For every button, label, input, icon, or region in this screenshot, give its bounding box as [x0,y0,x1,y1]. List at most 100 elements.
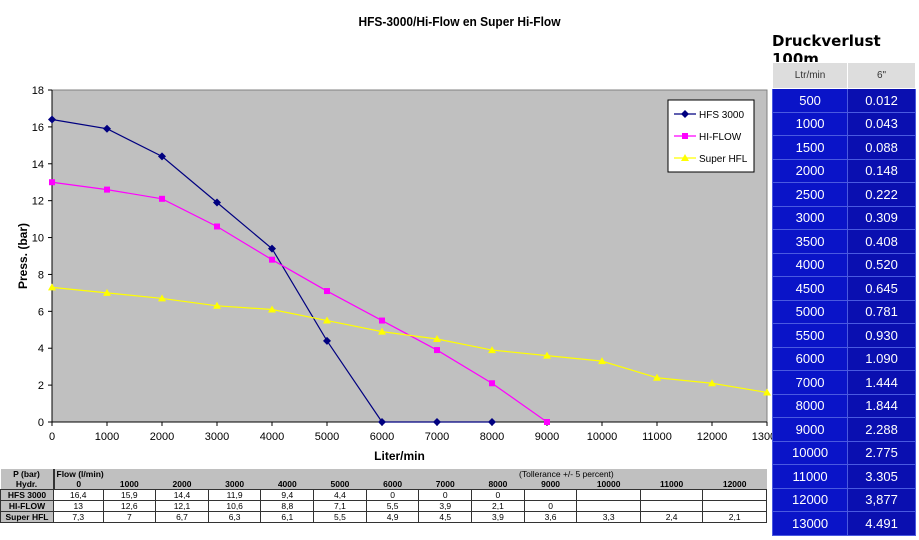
table-cell: 3,9 [418,500,473,512]
table-row: 11000 3.305 [771,464,916,489]
data-point [324,288,330,295]
flow-value: 7000 [771,370,849,395]
flow-value: 6000 [771,346,849,371]
table-cell: 2,4 [639,511,704,523]
data-point [378,418,386,426]
pressure-loss-value: 0.012 [847,88,916,113]
x-axis-label: Liter/min [374,449,425,463]
table-cell: 3,3 [576,511,641,523]
data-point [49,179,55,186]
corner-label: P (bar) [0,469,55,479]
col-header: 6" [847,62,916,89]
table-row: HFS 3000 16,4 15,9 14,4 11,9 9,4 4,4 0 0 0 [0,489,767,501]
table-row: 3000 0.309 [771,205,916,230]
data-point [268,305,276,313]
pressure-loss-value: 4.491 [847,511,916,536]
flow-value: 5000 [771,299,849,324]
column-header: 3000 [208,479,261,490]
x-tick-label: 11000 [642,431,672,443]
table-cell: 4,4 [313,489,367,501]
table-row: 1000 0.043 [771,111,916,136]
y-tick-label: 18 [32,85,44,97]
y-tick-label: 2 [38,380,44,392]
flow-value: 5500 [771,323,849,348]
column-header: 9000 [524,479,577,490]
table-cell: 10,6 [207,500,262,512]
y-tick-label: 14 [32,159,44,171]
pressure-loss-value: 0.148 [847,158,916,183]
table-cell: 15,9 [102,489,157,501]
table-cell: 3,6 [523,511,578,523]
table-row: HI-FLOW 13 12,6 12,1 10,6 8,8 7,1 5,5 3,9 2,1 0 [0,500,767,512]
x-tick-label: 6000 [370,431,394,443]
data-point [48,115,56,124]
table-cell [639,489,704,501]
legend-marker [681,110,689,118]
table-cell: 12,1 [155,500,209,512]
table-cell: 6,7 [155,511,209,523]
table-cell: 9,4 [260,489,315,501]
data-point [213,301,221,309]
data-table: P (bar) Flow (l/min) (Tollerance +/- 5 per… [0,469,767,523]
legend-label: Super HFL [699,154,748,165]
table-row: 5500 0.930 [771,323,916,348]
x-tick-label: 7000 [425,431,449,443]
table-cell: 14,4 [155,489,209,501]
column-header: 12000 [702,479,767,490]
table-cell: 3,9 [471,511,525,523]
chart-title: HFS-3000/Hi-Flow en Super Hi-Flow [358,14,561,29]
flow-value: 4000 [771,252,849,277]
column-header: 7000 [418,479,472,490]
pressure-loss-value: 2.775 [847,440,916,465]
table-cell [702,489,767,501]
flow-value: 9000 [771,417,849,442]
table-cell: 5,5 [365,500,420,512]
flow-value: 13000 [771,511,849,536]
pressure-loss-value: 0.309 [847,205,916,230]
table-row: 12000 3,877 [771,487,916,512]
data-point [268,244,276,253]
flow-value: 3000 [771,205,849,230]
pressure-loss-value: 1.444 [847,370,916,395]
tolerance-note: (Tollerance +/- 5 percent) [366,469,767,479]
series-line-1 [51,181,548,423]
legend-label: HI-FLOW [699,132,742,143]
column-header: 6000 [366,479,419,490]
y-tick-label: 10 [32,233,44,245]
table-row: 1500 0.088 [771,135,916,160]
table-row: 2000 0.148 [771,158,916,183]
x-tick-label: 5000 [315,431,339,443]
row-label: Super HFL [0,511,54,523]
table-row: 2500 0.222 [771,182,916,207]
y-tick-label: 16 [32,122,44,134]
data-point [489,380,495,387]
data-point [543,351,551,359]
data-point [269,256,275,263]
legend-label: HFS 3000 [699,110,744,121]
table-row: 13000 4.491 [771,511,916,536]
flow-value: 3500 [771,229,849,254]
pressure-loss-value: 1.090 [847,346,916,371]
pressure-loss-value: 0.222 [847,182,916,207]
pressure-loss-table: Ltr/min 6" 500 0.012 1000 0.043 1500 0.088 2000… [771,62,916,536]
table-cell: 6,1 [260,511,315,523]
data-point [708,379,716,387]
table-cell: 7 [102,511,157,523]
column-header: 2000 [155,479,209,490]
data-point [323,336,331,345]
table-row: 5000 0.781 [771,299,916,324]
pressure-loss-value: 0.520 [847,252,916,277]
table-row: 7000 1.444 [771,370,916,395]
table-cell: 8,8 [260,500,315,512]
table-cell: 4,5 [418,511,473,523]
y-tick-label: 0 [38,417,44,429]
table-cell: 5,5 [313,511,367,523]
data-point [378,327,386,335]
pressure-loss-value: 0.645 [847,276,916,301]
flow-value: 11000 [771,464,849,489]
pressure-loss-value: 2.288 [847,417,916,442]
table-row: 9000 2.288 [771,417,916,442]
x-tick-label: 12000 [697,431,728,443]
flow-value: 2500 [771,182,849,207]
